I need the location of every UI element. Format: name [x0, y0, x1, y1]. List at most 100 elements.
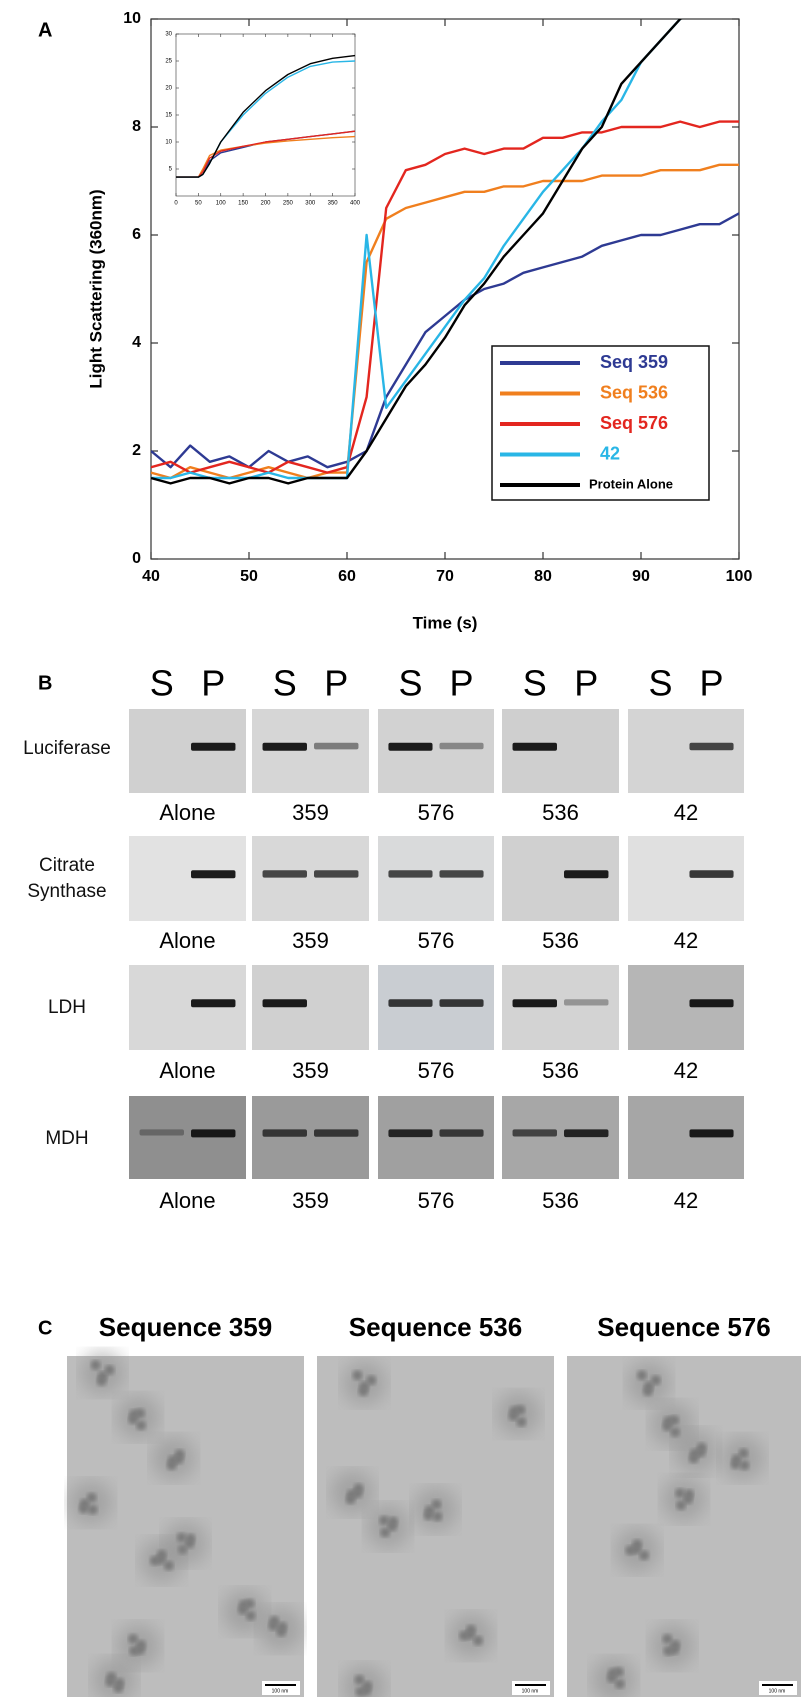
sample-label: 576	[418, 800, 455, 825]
x-tick-label: 200	[260, 201, 271, 207]
gel-band	[314, 870, 358, 877]
gel-band	[513, 999, 557, 1007]
legend-label: Seq 536	[600, 382, 668, 402]
particle	[615, 1679, 625, 1689]
sample-label: 536	[542, 1058, 579, 1083]
gel-band	[439, 999, 483, 1007]
row-label: MDH	[7, 1126, 127, 1152]
x-axis-label: Time (s)	[413, 613, 478, 632]
sample-label: Alone	[159, 1188, 215, 1213]
particle	[177, 1533, 187, 1543]
particle	[643, 1386, 653, 1396]
sample-label: 42	[674, 800, 698, 825]
gel-image	[502, 1096, 619, 1179]
figure: A0246810405060708090100Light Scattering …	[0, 0, 801, 1697]
legend-label: 42	[600, 443, 620, 463]
y-axis-label: Light Scattering (360nm)	[86, 189, 105, 388]
particle	[276, 1627, 286, 1637]
particle	[739, 1448, 749, 1458]
stain-halo	[414, 1487, 458, 1531]
particle	[91, 1360, 101, 1370]
row-label: LDH	[7, 995, 127, 1021]
lane-header: P	[700, 663, 724, 704]
row-label: Citrate Synthase	[7, 853, 127, 905]
x-tick-label: 150	[238, 201, 249, 207]
sample-label: Alone	[159, 1058, 215, 1083]
sample-label: 359	[292, 1188, 329, 1213]
particle	[164, 1561, 174, 1571]
stain-halo	[69, 1481, 113, 1525]
particle	[135, 1645, 145, 1655]
gel-band	[263, 1129, 307, 1136]
image-title: Sequence 536	[349, 1312, 522, 1342]
particle	[683, 1494, 693, 1504]
particle	[515, 1405, 525, 1415]
particle	[87, 1493, 97, 1503]
gel-band	[439, 1129, 483, 1136]
gel-image	[252, 836, 369, 921]
particle	[366, 1375, 376, 1385]
gel-band	[689, 999, 733, 1007]
x-tick-label: 100	[726, 568, 753, 585]
particle	[97, 1376, 107, 1386]
particle	[662, 1634, 672, 1644]
particle	[387, 1522, 397, 1532]
lane-header: P	[201, 663, 225, 704]
sample-label: 42	[674, 1188, 698, 1213]
particle	[731, 1459, 741, 1469]
particle	[245, 1599, 255, 1609]
gel-image	[129, 709, 246, 793]
gel-band	[140, 1129, 184, 1135]
lane-header: S	[648, 663, 672, 704]
gel-band	[191, 1129, 235, 1137]
gel-image	[628, 709, 744, 793]
gel-band	[513, 743, 557, 751]
particle	[135, 1408, 145, 1418]
gel-band	[564, 870, 608, 878]
y-tick-label: 30	[165, 32, 172, 38]
gel-image	[252, 709, 369, 793]
y-tick-label: 4	[132, 334, 141, 351]
x-tick-label: 80	[534, 568, 552, 585]
gel-band	[263, 999, 307, 1007]
x-tick-label: 350	[328, 201, 339, 207]
y-tick-label: 20	[165, 86, 172, 92]
sample-label: Alone	[159, 928, 215, 953]
gel-band	[314, 1129, 358, 1136]
particle	[136, 1420, 146, 1430]
particle	[433, 1511, 443, 1521]
gel-band	[564, 1129, 608, 1137]
particle	[113, 1683, 123, 1693]
particle	[516, 1417, 526, 1427]
sample-label: 536	[542, 928, 579, 953]
gel-image	[628, 836, 744, 921]
gel-band	[191, 870, 235, 878]
gel-band	[689, 870, 733, 878]
sample-label: 536	[542, 1188, 579, 1213]
panel-label: A	[38, 19, 52, 41]
gel-band	[314, 743, 358, 750]
gel-image	[252, 1096, 369, 1179]
lane-header: P	[324, 663, 348, 704]
gel-image	[378, 965, 494, 1050]
particle	[637, 1370, 647, 1380]
stain-halo	[721, 1436, 765, 1480]
gel-band	[191, 999, 235, 1007]
particle	[465, 1630, 475, 1640]
sample-label: 42	[674, 1058, 698, 1083]
y-tick-label: 25	[165, 59, 172, 65]
gel-image	[129, 836, 246, 921]
x-tick-label: 50	[240, 568, 258, 585]
y-tick-label: 10	[165, 140, 172, 146]
particle	[352, 1370, 362, 1380]
particle	[614, 1667, 624, 1677]
sample-label: 359	[292, 800, 329, 825]
sample-label: 42	[674, 928, 698, 953]
sample-label: 576	[418, 1188, 455, 1213]
y-tick-label: 2	[132, 442, 141, 459]
legend-label: Seq 576	[600, 413, 668, 433]
particle	[379, 1516, 389, 1526]
gel-image	[628, 1096, 744, 1179]
panel-label: B	[38, 672, 52, 694]
particle	[631, 1544, 641, 1554]
